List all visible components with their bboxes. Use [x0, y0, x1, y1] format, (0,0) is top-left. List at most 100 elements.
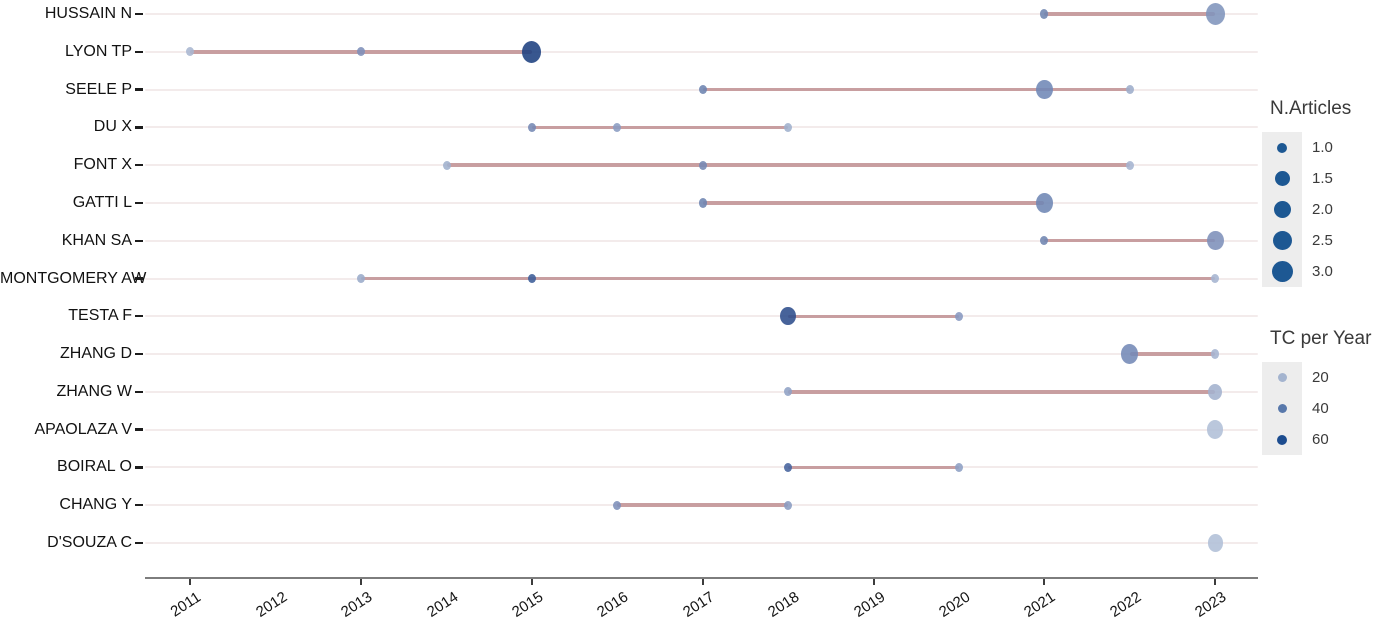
legend-tc-per-year-title: TC per Year [1270, 328, 1372, 349]
y-axis-label: CHANG Y [59, 496, 132, 514]
n-articles-dot-icon [1272, 231, 1292, 250]
data-point [955, 462, 964, 473]
activity-segment [1044, 12, 1216, 16]
legend-item-label: 40 [1312, 400, 1329, 417]
legend-item-label: 3.0 [1312, 263, 1333, 280]
legend-key [1262, 393, 1302, 424]
y-axis-label: DU X [93, 118, 132, 136]
y-axis-label: FONT X [73, 156, 132, 174]
y-axis-label: TESTA F [68, 307, 132, 325]
x-axis-tick [872, 579, 875, 585]
data-point [1206, 230, 1224, 251]
x-axis-label: 2017 [679, 588, 718, 621]
y-axis-tick [135, 277, 143, 280]
y-axis-tick [135, 239, 143, 242]
row-gridline [145, 353, 1258, 356]
x-axis-label: 2019 [850, 588, 888, 621]
y-axis-tick [135, 390, 143, 394]
legend-item: 60 [1262, 424, 1381, 455]
y-axis-label: APAOLAZA V [34, 420, 132, 438]
n-articles-dot-icon [1273, 201, 1291, 218]
data-point [1125, 84, 1134, 95]
tc-per-year-dot-icon [1277, 434, 1287, 445]
legend-n-articles-items: 1.0 1.5 2.0 2.5 3.0 [1262, 132, 1381, 287]
row-gridline [145, 542, 1258, 544]
row-gridline [145, 13, 1258, 15]
y-axis-tick [135, 88, 143, 91]
data-point [1207, 420, 1224, 439]
y-axis-label: LYON TP [65, 42, 132, 60]
data-point [780, 307, 797, 326]
legend-n-articles-title: N.Articles [1270, 98, 1352, 119]
x-axis-label: 2022 [1106, 588, 1145, 621]
legend-key [1262, 424, 1302, 455]
legend-key [1262, 256, 1302, 287]
data-point [698, 160, 707, 170]
y-axis-label: HUSSAIN N [44, 5, 132, 22]
data-point [442, 160, 451, 170]
activity-segment [617, 503, 789, 507]
y-axis-label: GATTI L [72, 193, 132, 211]
legend-item: 1.5 [1262, 163, 1381, 194]
data-point [698, 198, 707, 208]
x-axis-line [145, 577, 1258, 579]
y-axis-label: ZHANG D [60, 345, 132, 363]
legend-item: 40 [1262, 393, 1381, 424]
tc-per-year-dot-icon [1277, 373, 1287, 382]
data-point [1211, 273, 1220, 284]
legend-item: 3.0 [1262, 256, 1381, 287]
data-point [527, 122, 536, 132]
y-axis-tick [135, 428, 143, 431]
x-axis-label: 2018 [765, 588, 803, 621]
data-point [1205, 3, 1225, 25]
legend-key [1262, 362, 1302, 393]
legend-item-label: 2.5 [1312, 232, 1333, 249]
data-point [1207, 534, 1223, 552]
y-axis-tick [135, 163, 143, 167]
activity-segment [531, 125, 789, 130]
row-gridline [145, 466, 1258, 469]
row-gridline [145, 50, 1258, 53]
data-point [1040, 9, 1049, 19]
legend-n-articles: N.Articles 1.0 1.5 2.0 2.5 3.0 [1262, 98, 1381, 287]
x-axis-tick [701, 579, 704, 585]
activity-segment [1044, 238, 1216, 243]
y-axis-tick [135, 315, 143, 318]
legend-item-label: 20 [1312, 369, 1329, 386]
activity-segment [788, 390, 1216, 394]
data-point [1211, 349, 1220, 359]
data-point [784, 387, 793, 397]
data-point [1125, 160, 1134, 170]
n-articles-dot-icon [1274, 171, 1290, 186]
legend-item-label: 2.0 [1312, 201, 1333, 218]
y-axis-label: BOIRAL O [57, 458, 132, 476]
y-axis-tick [135, 126, 143, 129]
row-gridline [145, 390, 1258, 393]
n-articles-dot-icon [1271, 261, 1293, 282]
x-axis-label: 2012 [252, 588, 291, 621]
data-point [1040, 236, 1049, 246]
activity-segment [788, 465, 960, 470]
y-axis-label: MONTGOMERY AW [0, 269, 147, 287]
legend-tc-per-year-items: 20 40 60 [1262, 362, 1381, 455]
data-point [527, 273, 536, 284]
y-axis-tick [135, 352, 143, 356]
x-axis-tick [189, 579, 192, 585]
activity-segment [702, 87, 1130, 92]
n-articles-dot-icon [1277, 142, 1287, 153]
data-point [613, 500, 622, 510]
y-axis-tick [135, 201, 143, 205]
row-gridline [145, 428, 1258, 431]
x-axis-label: 2014 [423, 588, 461, 621]
row-gridline [145, 315, 1258, 318]
activity-segment [702, 201, 1045, 205]
data-point [357, 273, 366, 284]
legend-key [1262, 194, 1302, 225]
x-axis-tick [1043, 579, 1046, 585]
legend-key [1262, 225, 1302, 256]
y-axis-tick [135, 12, 143, 16]
data-point [698, 84, 707, 95]
x-axis-tick [360, 579, 363, 585]
x-axis-label: 2020 [936, 588, 974, 621]
legend-key [1262, 163, 1302, 194]
